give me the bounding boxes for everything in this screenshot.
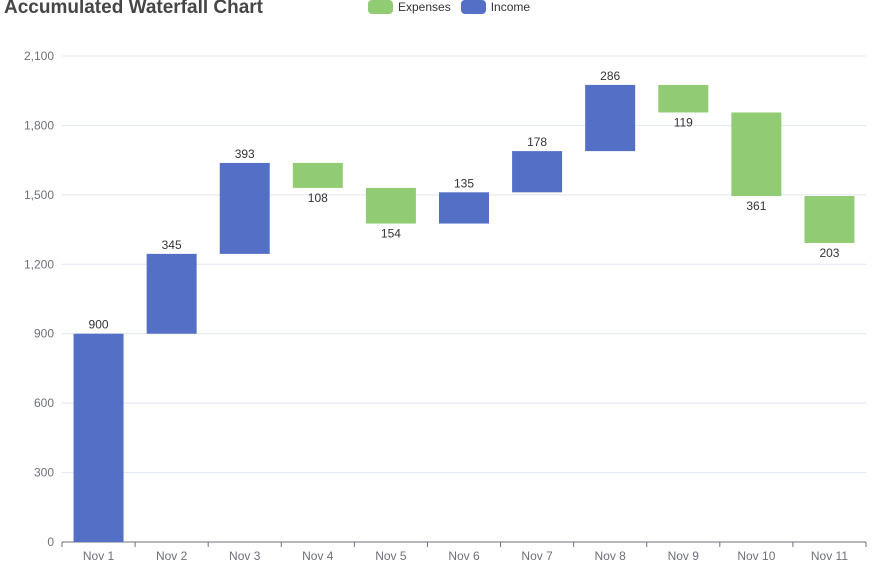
x-tick-label: Nov 11: [811, 549, 848, 563]
bar-income[interactable]: [585, 84, 636, 152]
x-tick-label: Nov 7: [521, 549, 553, 563]
bar-value-label: 361: [746, 199, 766, 213]
x-tick-label: Nov 6: [448, 549, 480, 563]
bar-value-label: 393: [235, 147, 255, 161]
bar-value-label: 900: [89, 318, 109, 332]
bar-value-label: 108: [308, 191, 328, 205]
bar-expenses[interactable]: [365, 187, 416, 224]
bar-value-label: 178: [527, 135, 547, 149]
legend-swatch-expenses: [368, 0, 393, 14]
x-tick-label: Nov 10: [737, 549, 775, 563]
bar-expenses[interactable]: [731, 112, 782, 197]
bar-expenses[interactable]: [804, 196, 855, 243]
bar-expenses[interactable]: [658, 84, 709, 113]
y-tick-label: 300: [34, 466, 54, 480]
legend-item-expenses[interactable]: Expenses: [368, 0, 451, 14]
y-tick-label: 900: [34, 327, 54, 341]
x-tick-label: Nov 9: [668, 549, 700, 563]
bar-income[interactable]: [439, 192, 489, 224]
y-tick-label: 1,800: [24, 118, 54, 132]
bar-income[interactable]: [512, 151, 563, 193]
bar-income[interactable]: [146, 253, 197, 334]
bar-income[interactable]: [219, 162, 270, 254]
legend-label-expenses: Expenses: [398, 0, 451, 14]
y-tick-label: 1,500: [24, 188, 54, 202]
bar-value-label: 119: [674, 115, 693, 129]
y-tick-label: 2,100: [24, 49, 54, 63]
bar-income[interactable]: [73, 333, 124, 542]
chart-title: Accumulated Waterfall Chart: [4, 0, 264, 18]
x-tick-label: Nov 3: [229, 549, 261, 563]
bar-value-label: 345: [162, 238, 182, 252]
legend-label-income: Income: [490, 0, 531, 14]
bar-expenses[interactable]: [292, 162, 343, 188]
bar-value-label: 135: [454, 176, 474, 190]
x-tick-label: Nov 8: [595, 549, 627, 563]
bar-value-label: 203: [819, 246, 839, 260]
y-tick-label: 600: [34, 396, 54, 410]
legend-item-income[interactable]: Income: [460, 0, 531, 14]
x-tick-label: Nov 2: [156, 549, 188, 563]
x-tick-label: Nov 4: [302, 549, 334, 563]
legend-swatch-income: [460, 0, 486, 14]
bar-value-label: 286: [600, 69, 620, 83]
y-tick-label: 0: [47, 535, 54, 549]
legend: Expenses Income: [368, 0, 540, 14]
bar-value-label: 154: [381, 227, 401, 241]
x-tick-label: Nov 1: [83, 549, 115, 563]
x-tick-label: Nov 5: [375, 549, 407, 563]
y-tick-label: 1,200: [24, 257, 54, 271]
